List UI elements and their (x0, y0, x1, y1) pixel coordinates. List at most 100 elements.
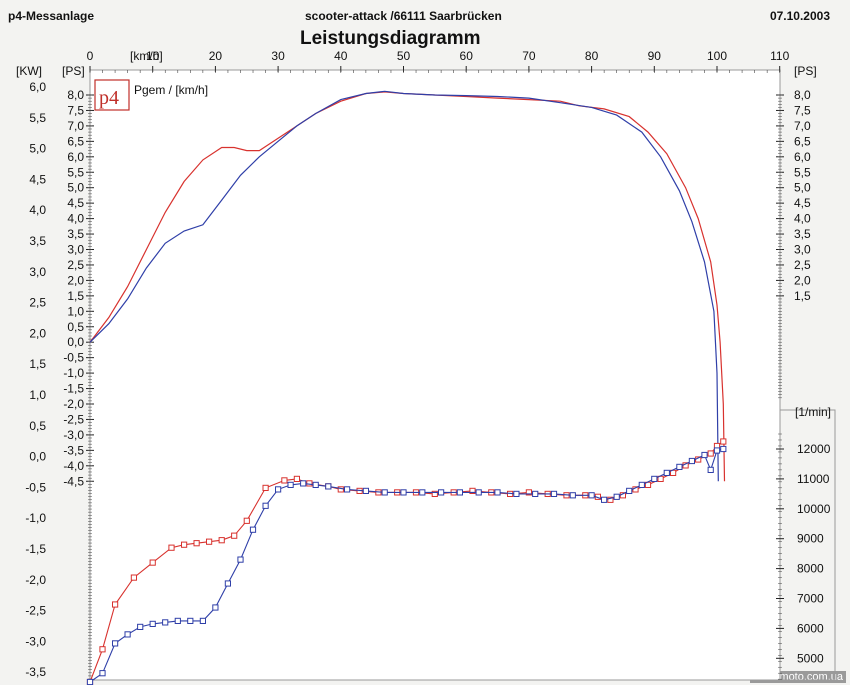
ps-right-tick-label: 3,0 (794, 243, 811, 257)
rpm-marker-red (149, 559, 156, 566)
ps-left-tick-label: 6,0 (67, 150, 84, 164)
rpm-marker-red (168, 544, 175, 551)
x-tick-label: 0 (87, 49, 94, 63)
rpm-marker-blue (494, 489, 501, 496)
ps-left-tick-label: -3,0 (63, 428, 84, 442)
kw-unit-label: [KW] (16, 64, 42, 78)
rpm-curve-blue (89, 448, 724, 683)
rpm-marker-blue (86, 678, 94, 685)
series (86, 90, 727, 685)
rpm-marker-blue (456, 489, 463, 496)
ps-right-tick-label: 7,5 (794, 103, 811, 117)
rpm-marker-blue (287, 481, 294, 488)
rpm-marker-red (337, 486, 344, 493)
rpm-marker-blue (475, 489, 482, 496)
x-tick-label: 60 (460, 49, 474, 63)
rpm-marker-blue (344, 486, 351, 493)
kw-tick-label: 2,0 (29, 326, 46, 340)
rpm-marker-red (293, 475, 300, 482)
x-tick-label: 50 (397, 49, 411, 63)
rpm-marker-blue (300, 480, 307, 487)
rpm-marker-red (525, 489, 532, 496)
logo-text: p4 (99, 87, 119, 109)
ps-left-tick-label: -2,0 (63, 397, 84, 411)
rpm-marker-red (431, 490, 438, 497)
ps-left-tick-label: -1,0 (63, 366, 84, 380)
ps-left-tick-label: -2,5 (63, 412, 84, 426)
rpm-marker-blue (381, 489, 388, 496)
rpm-marker-blue (187, 617, 194, 624)
rpm-tick-label: 7000 (797, 592, 824, 606)
ps-right-tick-label: 8,0 (794, 88, 811, 102)
chart-title: Leistungsdiagramm (300, 28, 481, 49)
ps-right-tick-label: 6,5 (794, 134, 811, 148)
ps-left-tick-label: 3,0 (67, 243, 84, 257)
rpm-marker-blue (249, 526, 257, 533)
kw-tick-label: -0,5 (25, 480, 46, 494)
rpm-marker-blue (532, 490, 539, 497)
rpm-marker-blue (275, 486, 282, 493)
ps-left-tick-label: 7,5 (67, 103, 84, 117)
plot-frame (89, 69, 781, 681)
rpm-marker-blue (438, 489, 445, 496)
ps-right-tick-label: 2,0 (794, 273, 811, 287)
rpm-marker-blue (174, 617, 181, 624)
rpm-marker-blue (162, 619, 169, 626)
rpm-marker-red (720, 438, 727, 445)
rpm-marker-red (607, 496, 614, 503)
rpm-marker-blue (713, 447, 721, 454)
kw-tick-label: 4,5 (29, 172, 46, 186)
rpm-marker-red (99, 646, 106, 653)
ps-left-tick-label: 5,5 (67, 165, 84, 179)
ps-right-tick-label: 5,0 (794, 181, 811, 195)
kw-tick-label: -3,0 (25, 634, 46, 648)
rpm-marker-red (193, 540, 200, 547)
rpm-marker-blue (124, 631, 131, 638)
axis-ticks (86, 66, 784, 680)
ps-right-tick-label: 5,5 (794, 165, 811, 179)
kw-tick-label: 3,0 (29, 265, 46, 279)
rpm-marker-blue (112, 640, 119, 647)
rpm-tick-label: 11000 (797, 472, 830, 486)
kw-tick-label: -1,0 (25, 511, 46, 525)
header-date-label: 07.10.2003 (769, 9, 830, 23)
x-tick-label: 100 (707, 49, 727, 63)
logo: p4 (94, 79, 130, 111)
rpm-marker-blue (212, 604, 219, 611)
kw-tick-label: 4,0 (29, 203, 46, 217)
rpm-marker-blue (613, 493, 620, 500)
rpm-marker-blue (626, 487, 633, 494)
rpm-marker-blue (638, 481, 645, 488)
x-tick-label: 90 (648, 49, 662, 63)
ps-left-tick-label: 4,5 (67, 196, 84, 210)
kw-tick-label: -3,5 (25, 665, 46, 679)
rpm-marker-blue (588, 492, 595, 499)
rpm-marker-blue (149, 620, 156, 627)
rpm-marker-blue (513, 490, 520, 497)
rpm-marker-blue (663, 469, 670, 476)
rpm-marker-blue (199, 617, 207, 624)
rpm-marker-blue (676, 463, 683, 470)
kw-tick-label: -1,5 (25, 542, 46, 556)
legend-label: Pgem / [km/h] (134, 83, 208, 97)
ps-left-tick-label: -0,5 (63, 351, 84, 365)
rpm-marker-red (231, 532, 238, 539)
rpm-marker-blue (701, 451, 708, 459)
ps-left-tick-label: -4,5 (63, 474, 84, 488)
ps-left-tick-label: -1,5 (63, 382, 84, 396)
rpm-marker-red (707, 450, 714, 457)
x-tick-label: 110 (770, 49, 789, 63)
rpm-marker-red (206, 538, 213, 545)
rpm-marker-red (281, 477, 288, 484)
header-left-label: p4-Messanlage (8, 9, 95, 23)
ps-right-tick-label: 2,5 (794, 258, 811, 272)
rpm-tick-label: 9000 (797, 532, 824, 546)
ps-right-tick-label: 1,5 (794, 289, 811, 303)
rpm-unit-label: [1/min] (795, 405, 831, 419)
rpm-marker-blue (688, 457, 695, 465)
ps-left-tick-label: -3,5 (63, 443, 84, 457)
kw-tick-label: -2,5 (25, 604, 46, 618)
ps-left-tick-label: 0,5 (67, 320, 84, 334)
rpm-marker-red (218, 537, 225, 544)
ps-left-unit-label: [PS] (62, 64, 85, 78)
